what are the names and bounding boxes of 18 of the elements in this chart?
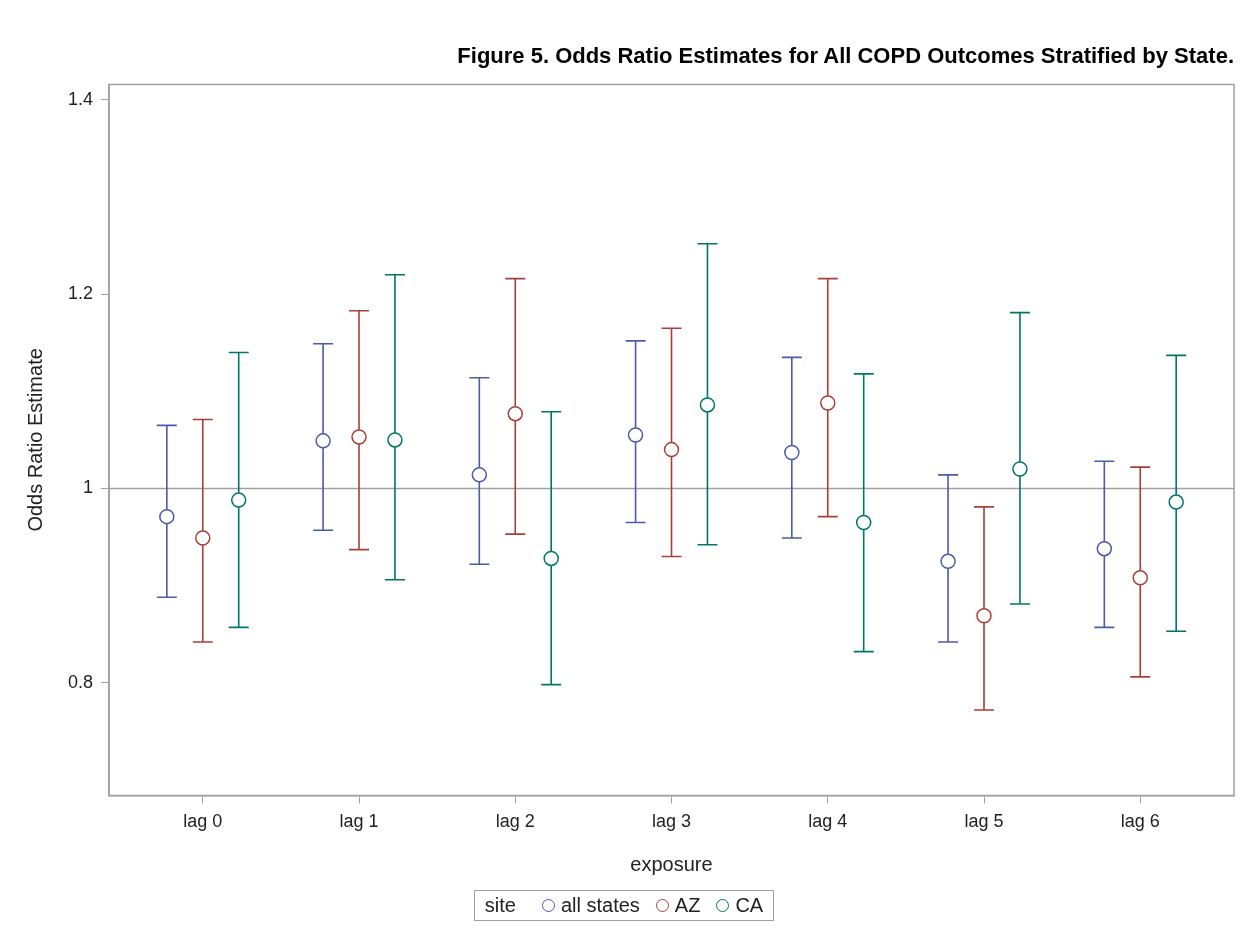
legend-title: site (484, 894, 516, 917)
legend-label: CA (735, 894, 764, 917)
x-tick-label: lag 0 (183, 811, 223, 832)
legend-label: AZ (674, 894, 701, 917)
legend-label: all states (560, 894, 640, 917)
y-axis-title: Odds Ratio Estimate (23, 348, 46, 532)
y-tick-label: 1.2 (67, 283, 94, 304)
x-tick-label: lag 6 (1120, 811, 1160, 832)
x-axis-title: exposure (630, 852, 713, 875)
y-tick-label: 1.4 (67, 88, 94, 109)
x-tick-label: lag 4 (808, 811, 848, 832)
x-tick-label: lag 2 (495, 811, 535, 832)
y-tick-label: 1 (83, 477, 94, 498)
chart-title: Figure 5. Odds Ratio Estimates for All COPD Outcomes Stratified by State. (457, 43, 1234, 69)
x-tick-label: lag 3 (651, 811, 692, 832)
x-tick-label: lag 1 (339, 811, 379, 832)
y-tick-label: 0.8 (67, 671, 94, 692)
x-tick-label: lag 5 (964, 811, 1004, 832)
